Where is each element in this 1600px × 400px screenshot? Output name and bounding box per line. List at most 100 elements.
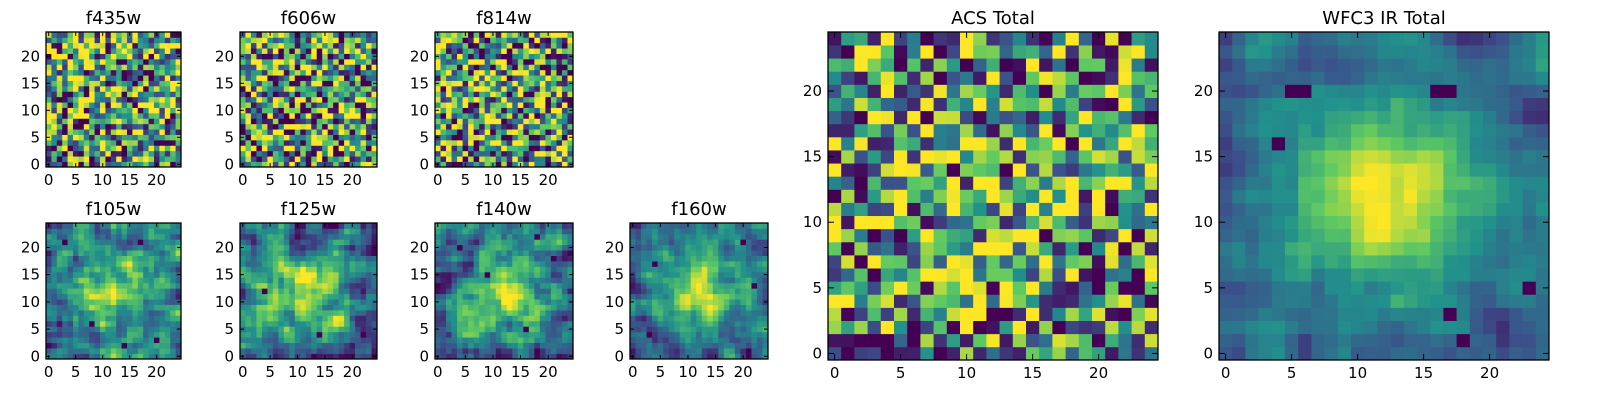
heatmap-cell [473,59,480,65]
heatmap-cell [723,331,730,338]
heatmap-cell [539,353,546,360]
heatmap-cell [652,250,658,256]
heatmap-cell [67,271,74,278]
heatmap-cell [556,239,563,246]
heatmap-cell [333,69,339,76]
heatmap-cell [668,233,675,240]
heatmap-cell [100,293,106,300]
heatmap-cell [506,239,513,246]
heatmap-cell [366,102,372,108]
heatmap-cell [501,48,508,54]
heatmap-cell [78,75,85,81]
heatmap-cell [556,320,563,327]
heatmap-cell [256,233,263,240]
heatmap-cell [468,282,474,289]
heatmap-cell [159,239,166,246]
heatmap-cell [73,118,79,125]
heatmap-cell [289,342,296,349]
heatmap-cell [89,113,95,119]
heatmap-cell [283,140,290,146]
heatmap-cell [256,107,263,114]
heatmap-cell [679,353,686,360]
heatmap-cell [495,59,502,65]
heatmap-cell [305,348,312,354]
heatmap-cell [473,266,480,273]
heatmap-cell [545,228,552,235]
heatmap-cell [294,315,301,322]
heatmap-cell [62,140,68,146]
heatmap-cell [73,326,79,333]
heatmap-cell [479,129,486,135]
heatmap-cell [462,91,469,98]
heatmap-cell [567,315,574,322]
heatmap-cell [56,348,63,354]
heatmap-cell [267,348,274,354]
heatmap-cell [127,239,133,246]
heatmap-cell [528,244,535,251]
heatmap-cell [539,266,546,273]
heatmap-cell [556,326,563,333]
heatmap-cell [440,161,447,168]
heatmap-cell [338,244,345,251]
heatmap-cell [663,288,669,295]
heatmap-cell [311,239,318,246]
heatmap-cell [545,64,552,71]
heatmap-cell [289,282,296,289]
heatmap-cell [355,293,361,300]
heatmap-cell [501,156,508,162]
heatmap-cell [479,145,486,152]
heatmap-cell [506,337,513,344]
heatmap-cell [371,96,378,103]
heatmap-cell [327,304,334,311]
heatmap-cell [105,233,112,240]
heatmap-cell [880,202,895,217]
heatmap-cell [366,145,372,152]
heatmap-cell [561,80,568,87]
heatmap-cell [240,48,246,54]
heatmap-cell [371,32,378,38]
heatmap-cell [646,277,653,284]
heatmap-cell [960,320,974,335]
heatmap-cell [479,102,486,108]
heatmap-cell [170,69,176,76]
heatmap-cell [349,255,356,262]
heatmap-cell [652,228,658,235]
heatmap-cell [657,282,664,289]
heatmap-cell [127,271,133,278]
heatmap-cell [550,244,557,251]
heatmap-cell [366,156,372,162]
heatmap-cell [545,80,552,87]
heatmap-cell [696,244,703,251]
heatmap-cell [668,277,675,284]
heatmap-cell [116,86,122,92]
heatmap-cell [641,244,647,251]
heatmap-cell [946,307,961,321]
heatmap-cell [327,53,334,60]
heatmap-cell [137,156,144,162]
heatmap-cell [100,266,106,273]
heatmap-cell [116,42,122,49]
heatmap-cell [327,113,334,119]
heatmap-cell [729,228,736,235]
heatmap-cell [333,64,339,71]
heatmap-cell [946,215,961,230]
heatmap-cell [468,353,474,360]
heatmap-cell [473,255,480,262]
heatmap-cell [159,293,166,300]
heatmap-cell [920,215,934,230]
heatmap-cell [435,342,441,349]
heatmap-cell [545,75,552,81]
heatmap-cell [1012,346,1027,361]
heatmap-cell [333,75,339,81]
heatmap-cell [435,320,441,327]
heatmap-cell [89,250,95,256]
heatmap-cell [506,150,513,157]
heatmap-cell [94,244,101,251]
heatmap-cell [267,156,274,162]
heatmap-cell [490,277,497,284]
heatmap-cell [550,118,557,125]
heatmap-cell [641,304,647,311]
heatmap-cell [62,271,68,278]
heatmap-cell [62,288,68,295]
heatmap-cell [495,223,502,229]
